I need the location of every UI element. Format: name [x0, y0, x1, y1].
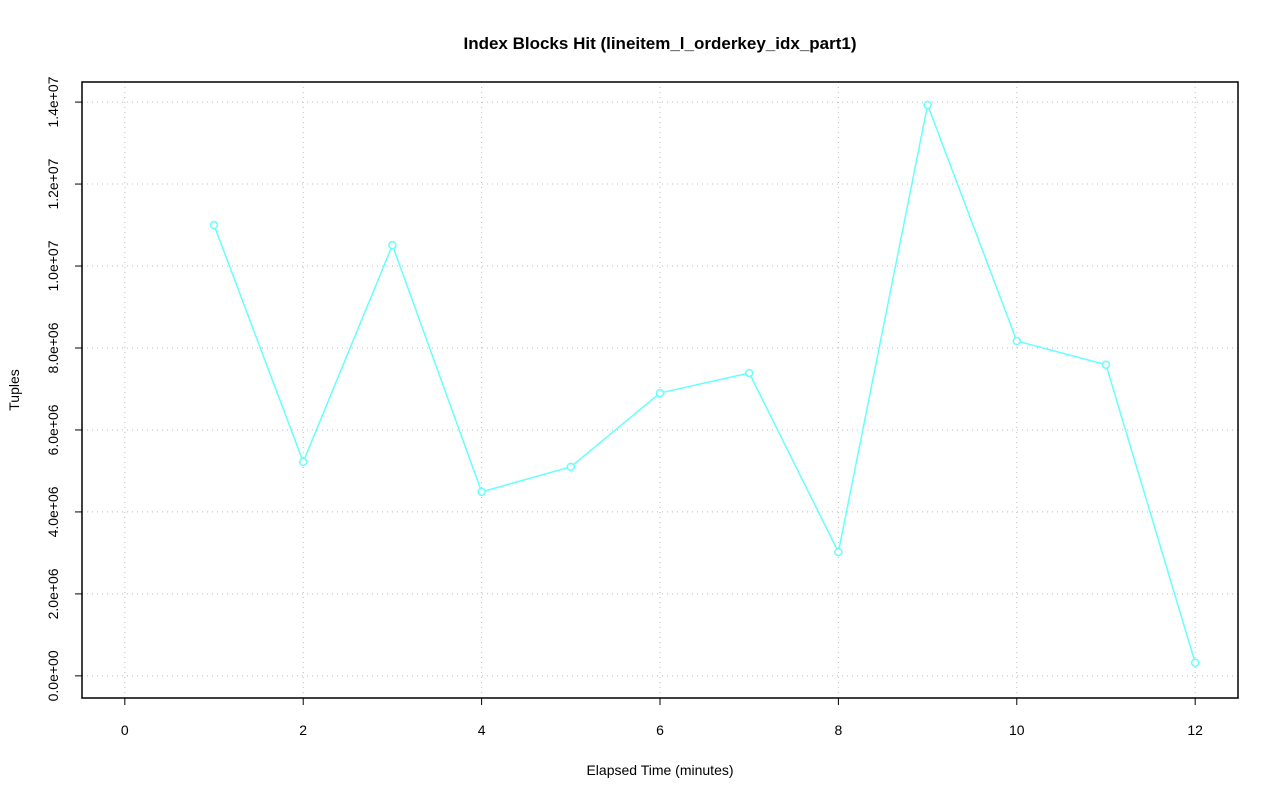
plot-frame [81, 81, 1239, 699]
x-axis-label: Elapsed Time (minutes) [586, 762, 733, 778]
y-tick-label: 1.0e+07 [45, 240, 61, 291]
data-point [566, 462, 576, 472]
data-point [1012, 336, 1022, 346]
data-point [477, 487, 486, 497]
data-point [655, 388, 665, 398]
data-point [298, 457, 308, 467]
series-line [213, 102, 1196, 663]
x-tick-label: 12 [1187, 722, 1203, 738]
y-axis-label: Tuples [6, 369, 22, 411]
x-tick-label: 6 [656, 722, 664, 738]
x-tick-label: 4 [478, 722, 486, 738]
y-tick-label: 1.2e+07 [45, 158, 61, 209]
y-tick-label: 8.0e+06 [45, 322, 61, 373]
y-tick-label: 2.0e+06 [45, 568, 61, 619]
x-tick-label: 0 [121, 722, 129, 738]
data-point [744, 368, 754, 378]
x-tick-label: 8 [834, 722, 842, 738]
data-point [388, 240, 397, 250]
data-point [1190, 658, 1200, 668]
y-tick-label: 1.4e+07 [45, 76, 61, 127]
y-tick-label: 0.0e+00 [45, 650, 61, 701]
data-point [1101, 360, 1111, 370]
chart-title: Index Blocks Hit (lineitem_l_orderkey_id… [463, 34, 856, 53]
y-tick-label: 4.0e+06 [45, 486, 61, 537]
y-tick-label: 6.0e+06 [45, 404, 61, 455]
data-point [923, 100, 932, 110]
data-point [209, 220, 219, 230]
data-point [834, 547, 843, 557]
x-tick-label: 2 [299, 722, 307, 738]
x-tick-label: 10 [1009, 722, 1025, 738]
